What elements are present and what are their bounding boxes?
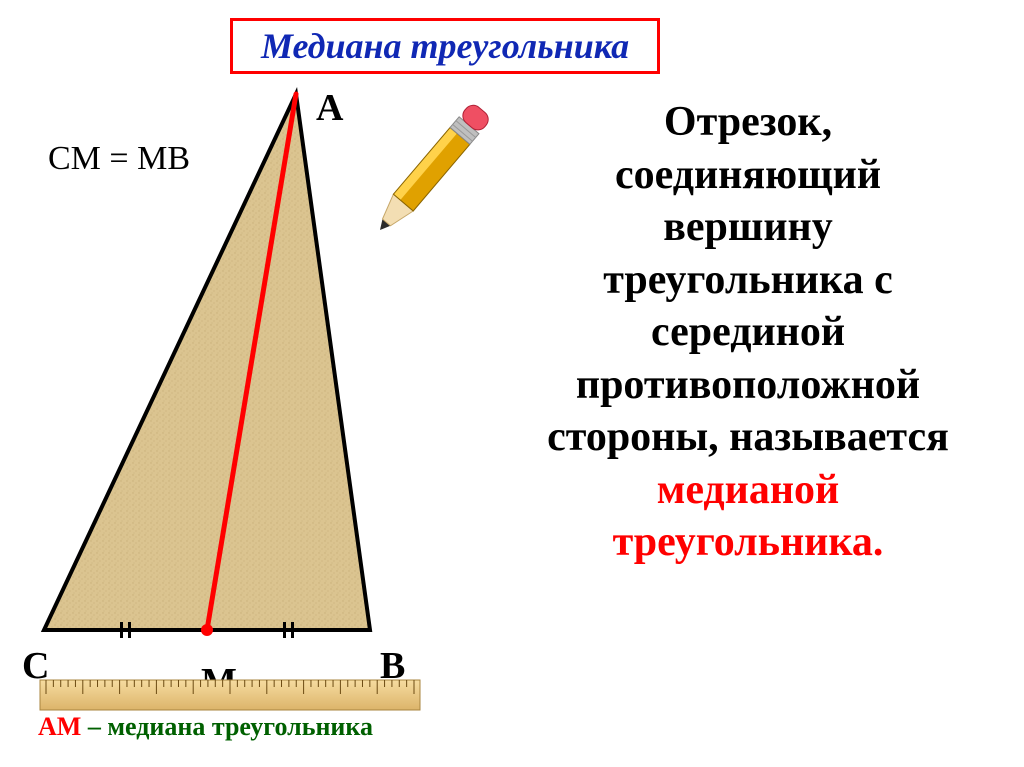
definition-line-7: медианой	[478, 464, 1018, 517]
definition-line-5: противоположной	[478, 359, 1018, 412]
pencil-illustration	[370, 102, 492, 239]
equation-text: СМ = МВ	[48, 140, 190, 177]
vertex-label-c: С	[22, 644, 49, 688]
vertex-label-m: М	[201, 660, 237, 704]
caption-rest: – медиана треугольника	[81, 712, 373, 741]
definition-text: Отрезок,соединяющийвершинутреугольника с…	[478, 96, 1018, 569]
definition-line-6: стороны, называется	[478, 411, 1018, 464]
definition-line-1: соединяющий	[478, 149, 1018, 202]
definition-line-8: треугольника.	[478, 516, 1018, 569]
equation-cm-mb: СМ = МВ	[48, 140, 190, 178]
vertex-label-a: А	[316, 86, 343, 130]
vertex-label-b: В	[380, 644, 405, 688]
definition-line-0: Отрезок,	[478, 96, 1018, 149]
definition-line-4: серединой	[478, 306, 1018, 359]
caption-segment: АМ	[38, 712, 81, 741]
median-caption: АМ – медиана треугольника	[38, 712, 373, 742]
definition-line-3: треугольника с	[478, 254, 1018, 307]
title-box: Медиана треугольника	[230, 18, 660, 74]
slide-stage: Медиана треугольника СМ = МВ Отрезок,сое…	[0, 0, 1024, 767]
title-text: Медиана треугольника	[261, 26, 629, 66]
definition-line-2: вершину	[478, 201, 1018, 254]
